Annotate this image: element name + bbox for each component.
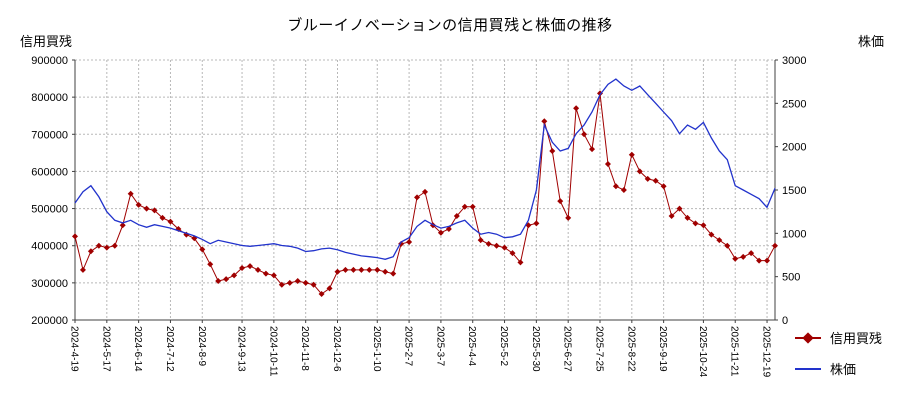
svg-text:500000: 500000 [31, 204, 68, 216]
svg-text:0: 0 [782, 315, 788, 327]
svg-text:2000: 2000 [782, 142, 806, 154]
svg-text:2024-4-19: 2024-4-19 [69, 326, 80, 372]
svg-text:2025-4-4: 2025-4-4 [466, 326, 477, 366]
svg-text:1000: 1000 [782, 228, 806, 240]
svg-text:2500: 2500 [782, 98, 806, 110]
svg-text:900000: 900000 [31, 55, 68, 67]
left-axis-title: 信用買残 [20, 34, 73, 49]
legend-label-margin: 信用買残 [829, 331, 882, 346]
axes [72, 59, 778, 323]
legend-item-price: 株価 [794, 359, 882, 378]
svg-text:2024-7-12: 2024-7-12 [164, 326, 175, 372]
svg-text:2025-5-2: 2025-5-2 [498, 326, 509, 366]
margin-series-swatch [794, 331, 821, 344]
svg-text:2024-11-8: 2024-11-8 [299, 326, 310, 371]
svg-text:600000: 600000 [31, 166, 68, 178]
svg-text:800000: 800000 [31, 92, 68, 104]
price-swatch-line [794, 367, 821, 370]
svg-text:300000: 300000 [31, 278, 68, 290]
svg-text:400000: 400000 [31, 241, 68, 253]
price-series-line [74, 78, 776, 260]
svg-text:2025-8-22: 2025-8-22 [625, 326, 636, 372]
chart-legend: 信用買残 株価 [790, 326, 886, 380]
svg-text:2025-9-19: 2025-9-19 [657, 326, 668, 372]
svg-text:2025-6-27: 2025-6-27 [562, 326, 573, 372]
svg-text:2024-6-14: 2024-6-14 [132, 326, 143, 372]
svg-text:2024-12-6: 2024-12-6 [331, 326, 342, 372]
svg-text:500: 500 [782, 272, 800, 284]
tick-labels: 200000 300000 400000 500000 600000 700000 8000… [31, 55, 806, 378]
gridlines [74, 59, 775, 320]
svg-text:2024-10-11: 2024-10-11 [267, 326, 278, 377]
svg-text:2025-7-25: 2025-7-25 [594, 326, 605, 372]
svg-text:2024-9-13: 2024-9-13 [236, 326, 247, 372]
right-axis-title: 株価 [857, 34, 884, 49]
margin-diamond-marker-icon [802, 331, 814, 344]
svg-text:2024-8-9: 2024-8-9 [196, 326, 207, 366]
svg-text:1500: 1500 [782, 185, 806, 197]
svg-text:3000: 3000 [782, 55, 806, 67]
svg-text:2025-12-19: 2025-12-19 [761, 326, 772, 378]
svg-text:2025-10-24: 2025-10-24 [697, 326, 708, 378]
price-series-swatch [794, 363, 821, 375]
svg-text:700000: 700000 [31, 129, 68, 141]
svg-text:200000: 200000 [31, 315, 68, 327]
svg-text:2025-5-30: 2025-5-30 [530, 326, 541, 372]
svg-text:2025-11-21: 2025-11-21 [729, 326, 740, 377]
svg-text:2024-5-17: 2024-5-17 [100, 326, 111, 372]
chart-title: ブルーイノベーションの信用買残と株価の推移 [287, 17, 613, 34]
svg-text:2025-1-10: 2025-1-10 [371, 326, 382, 372]
legend-item-margin: 信用買残 [794, 328, 882, 347]
svg-text:2025-2-7: 2025-2-7 [403, 326, 414, 366]
legend-label-price: 株価 [829, 362, 856, 377]
svg-text:2025-3-7: 2025-3-7 [434, 326, 445, 366]
